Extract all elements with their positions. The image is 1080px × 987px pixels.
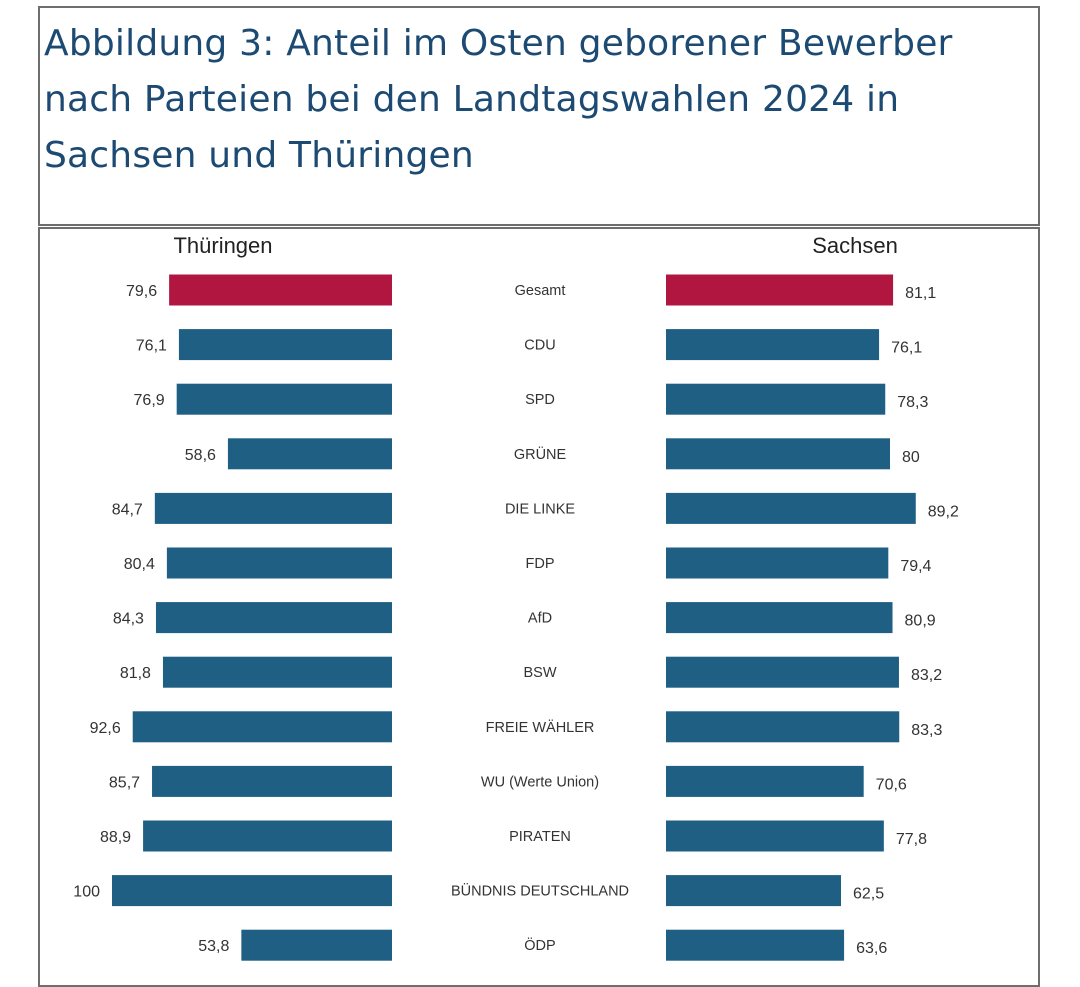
sachsen-value-die-linke: 89,2 <box>928 503 959 520</box>
sachsen-bar-bsw <box>666 656 899 688</box>
thueringen-value-bündnis-deutschland: 100 <box>73 884 100 901</box>
thueringen-bar-freie-wähler <box>132 711 392 743</box>
category-label-fdp: FDP <box>526 556 555 572</box>
sachsen-value-afd: 80,9 <box>905 613 936 630</box>
thueringen-value-spd: 76,9 <box>134 392 165 409</box>
sachsen-bar-gesamt <box>666 274 894 306</box>
category-label-cdu: CDU <box>524 338 555 354</box>
category-label-afd: AfD <box>528 611 552 627</box>
thueringen-bar-grüne <box>227 438 392 470</box>
thueringen-value-ödp: 53,8 <box>198 938 229 955</box>
chart-box: Thüringen Sachsen 79,6 Gesamt 81,1 76,1 CDU 76,… <box>38 227 1040 987</box>
thueringen-bar-fdp <box>166 547 392 579</box>
category-label-bündnis-deutschland: BÜNDNIS DEUTSCHLAND <box>451 882 629 900</box>
sachsen-bar-wu-werte-union <box>666 765 864 797</box>
thueringen-bar-ödp <box>241 929 392 961</box>
sachsen-value-bündnis-deutschland: 62,5 <box>853 886 884 903</box>
thueringen-value-afd: 84,3 <box>113 611 144 628</box>
sachsen-value-freie-wähler: 83,3 <box>911 722 942 739</box>
thueringen-value-gesamt: 79,6 <box>126 283 157 300</box>
thueringen-value-wu-werte-union: 85,7 <box>109 774 140 791</box>
sachsen-value-grüne: 80 <box>902 449 920 466</box>
sachsen-bar-piraten <box>666 820 884 852</box>
category-label-freie-wähler: FREIE WÄHLER <box>486 719 595 736</box>
sachsen-value-piraten: 77,8 <box>896 831 927 848</box>
thueringen-value-grüne: 58,6 <box>185 447 216 464</box>
category-label-wu-werte-union: WU (Werte Union) <box>481 774 599 790</box>
thueringen-value-bsw: 81,8 <box>120 665 151 682</box>
figure-title-box: Abbildung 3: Anteil im Osten geborener B… <box>38 6 1040 226</box>
thueringen-bar-bsw <box>162 656 392 688</box>
thueringen-bar-cdu <box>178 329 392 361</box>
thueringen-bar-die-linke <box>154 492 392 524</box>
thueringen-bar-wu-werte-union <box>152 765 392 797</box>
sachsen-value-ödp: 63,6 <box>856 940 887 957</box>
butterfly-bar-chart: Thüringen Sachsen 79,6 Gesamt 81,1 76,1 CDU 76,… <box>73 233 959 961</box>
sachsen-value-fdp: 79,4 <box>900 558 931 575</box>
thueringen-value-freie-wähler: 92,6 <box>90 720 121 737</box>
sachsen-bar-spd <box>666 383 886 415</box>
category-label-bsw: BSW <box>523 665 556 681</box>
sachsen-value-cdu: 76,1 <box>891 340 922 357</box>
thueringen-bar-afd <box>155 602 392 634</box>
thueringen-bar-piraten <box>143 820 392 852</box>
sachsen-bar-afd <box>666 602 893 634</box>
category-label-piraten: PIRATEN <box>509 829 571 845</box>
sachsen-value-wu-werte-union: 70,6 <box>876 776 907 793</box>
sachsen-value-bsw: 83,2 <box>911 667 942 684</box>
thueringen-value-die-linke: 84,7 <box>112 501 143 518</box>
figure-title: Abbildung 3: Anteil im Osten geborener B… <box>44 23 953 176</box>
thueringen-bar-spd <box>176 383 392 415</box>
sachsen-bar-fdp <box>666 547 889 579</box>
sachsen-value-spd: 78,3 <box>897 394 928 411</box>
thueringen-value-fdp: 80,4 <box>124 556 155 573</box>
thueringen-bar-gesamt <box>169 274 392 306</box>
category-label-ödp: ÖDP <box>524 936 555 954</box>
sachsen-header: Sachsen <box>812 233 898 258</box>
sachsen-value-gesamt: 81,1 <box>905 285 936 302</box>
category-label-die-linke: DIE LINKE <box>505 501 575 517</box>
category-label-grüne: GRÜNE <box>514 445 567 463</box>
thueringen-bar-bündnis-deutschland <box>112 875 392 907</box>
thueringen-value-piraten: 88,9 <box>100 829 131 846</box>
thueringen-value-cdu: 76,1 <box>136 338 167 355</box>
sachsen-bar-die-linke <box>666 492 916 524</box>
sachsen-bar-grüne <box>666 438 890 470</box>
sachsen-bar-cdu <box>666 329 880 361</box>
category-label-gesamt: Gesamt <box>515 283 566 299</box>
sachsen-bar-freie-wähler <box>666 711 900 743</box>
sachsen-bar-bündnis-deutschland <box>666 875 841 907</box>
sachsen-bar-ödp <box>666 929 845 961</box>
thueringen-header: Thüringen <box>173 233 272 258</box>
category-label-spd: SPD <box>525 392 555 408</box>
